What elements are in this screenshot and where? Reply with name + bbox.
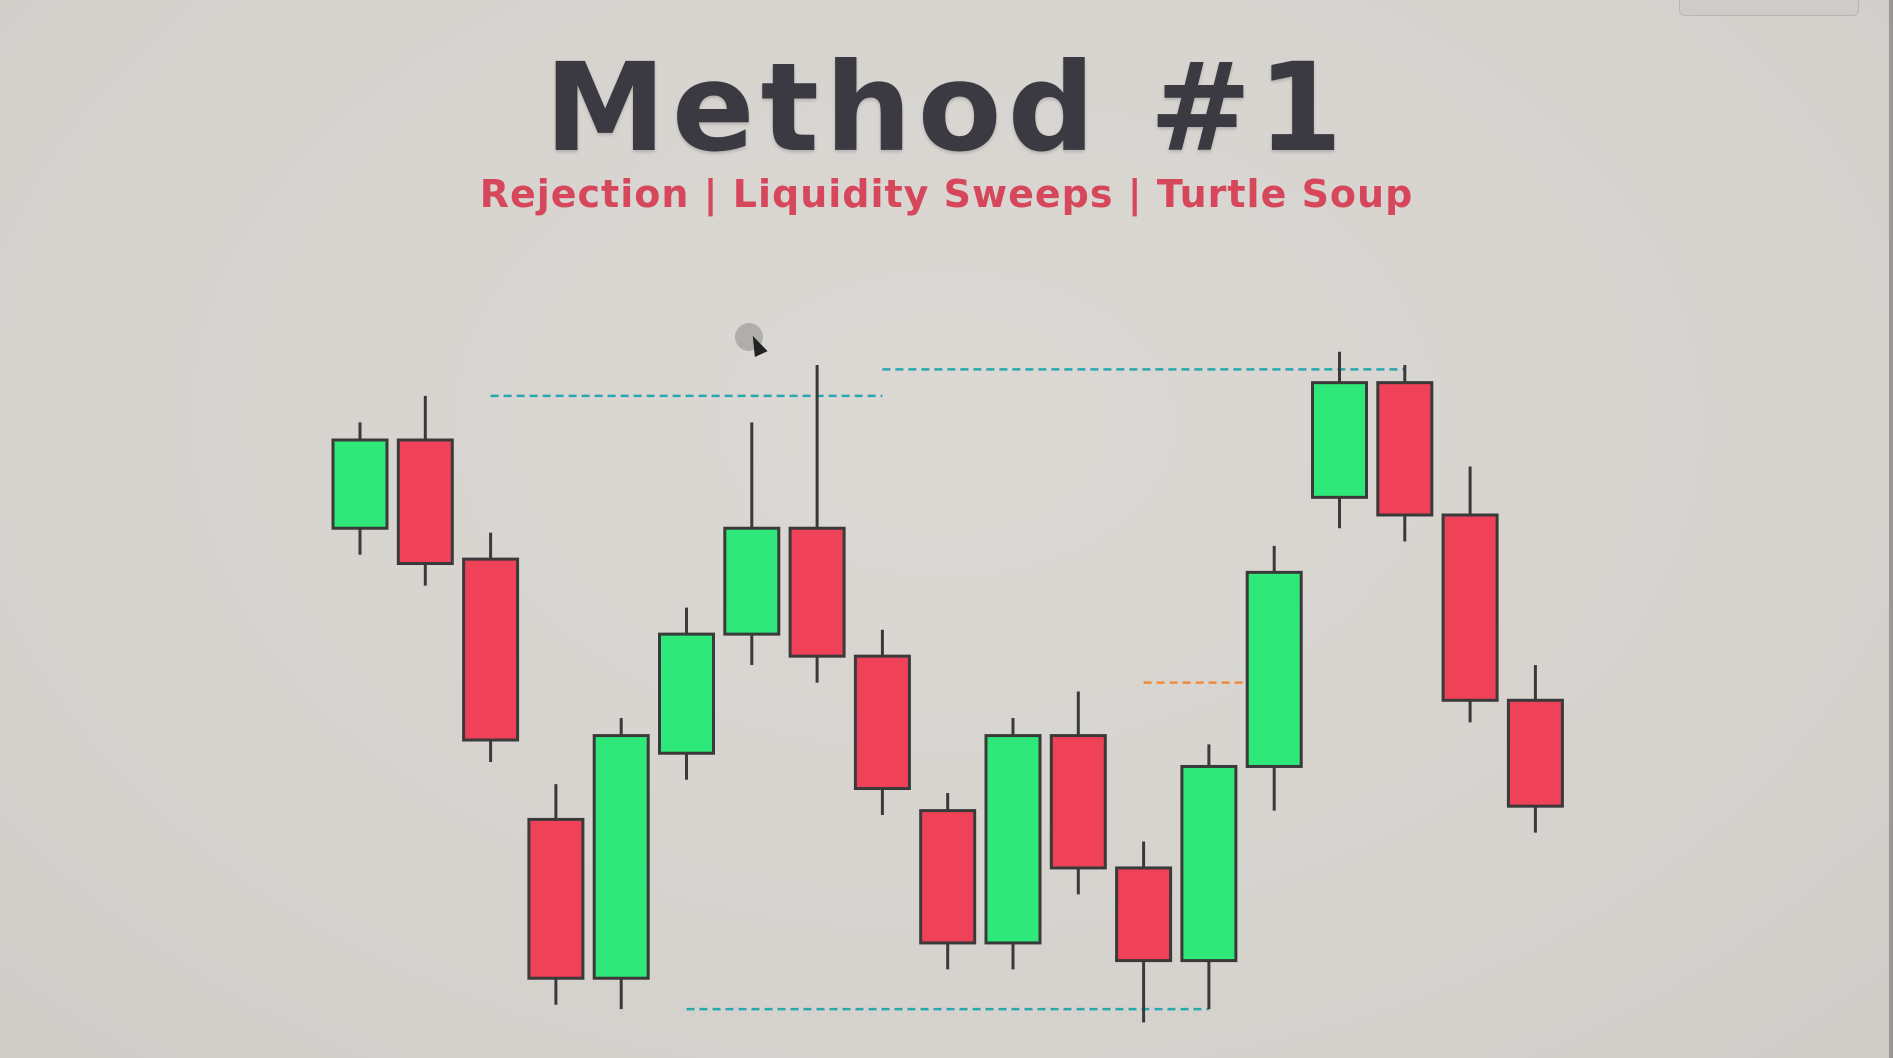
bullish-candle-body: [658, 632, 715, 755]
candle-1: [331, 422, 389, 555]
bearish-candle-body: [1376, 381, 1434, 517]
bullish-candle-body: [1180, 764, 1238, 963]
candle-12: [1049, 691, 1107, 895]
bearish-candle-body: [527, 817, 585, 980]
bearish-candle-body: [396, 438, 454, 566]
candle-14: [1180, 744, 1238, 1010]
bearish-candle-body: [788, 526, 846, 658]
bullish-candle-body: [1311, 381, 1368, 499]
candle-16: [1311, 351, 1368, 529]
page-subtitle: Rejection | Liquidity Sweeps | Turtle So…: [479, 172, 1414, 216]
candle-5: [592, 717, 650, 1010]
candle-11: [984, 717, 1042, 970]
bullish-candle-body: [592, 734, 650, 980]
bearish-candle-body: [1441, 513, 1499, 702]
bearish-candle-body: [462, 557, 520, 742]
candle-19: [1506, 665, 1564, 833]
bullish-candle-body: [723, 526, 781, 636]
bullish-candle-body: [1245, 570, 1303, 768]
bullish-candle-body: [331, 438, 389, 530]
page-title: Method #1: [544, 37, 1349, 179]
bearish-candle-body: [853, 654, 911, 791]
candle-17: [1376, 365, 1434, 542]
candle-9: [853, 629, 911, 815]
candle-6: [658, 607, 715, 780]
bearish-candle-body: [1115, 866, 1173, 963]
cursor-highlight: [735, 323, 763, 351]
candle-10: [919, 792, 977, 970]
candle-8: [788, 365, 846, 683]
candle-15: [1245, 545, 1303, 811]
bullish-candle-body: [984, 734, 1042, 945]
candle-7: [723, 422, 781, 665]
bearish-candle-body: [1506, 698, 1564, 808]
candle-13: [1115, 841, 1173, 1023]
candle-2: [396, 395, 454, 586]
overlay-toolbar[interactable]: [1679, 0, 1859, 16]
bearish-candle-body: [1049, 734, 1107, 870]
candle-3: [462, 532, 520, 763]
candle-18: [1441, 466, 1499, 723]
candle-4: [527, 784, 585, 1005]
window-edge: [1889, 0, 1893, 1058]
bearish-candle-body: [919, 809, 977, 945]
